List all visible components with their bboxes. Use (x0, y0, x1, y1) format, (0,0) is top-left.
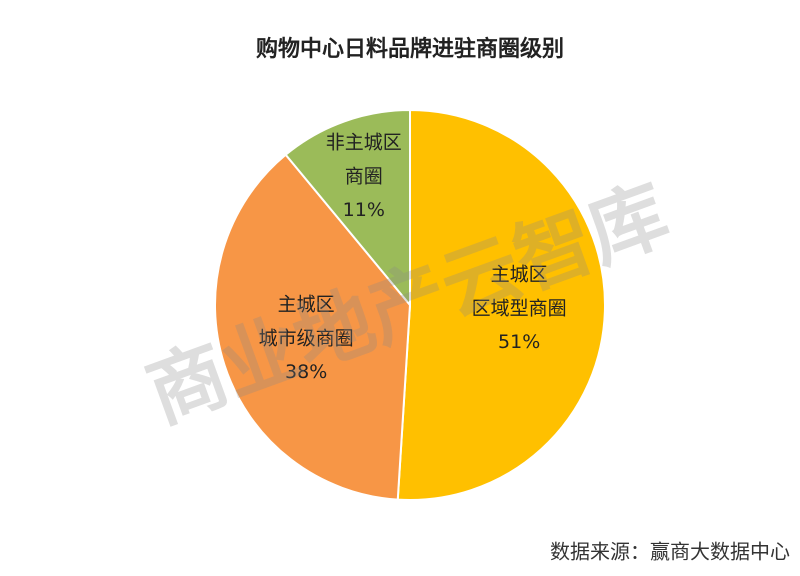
source: 数据来源：赢商大数据中心 (550, 540, 790, 564)
value-label: 11% (343, 199, 385, 221)
pie-slice (284, 108, 411, 308)
pie: 主城区区域型商圈 51% 主城区城市级商圈 38% 非主城区商圈 11% (214, 108, 606, 501)
slice-label: 主城区城市级商圈 (259, 293, 354, 349)
chart-title: 购物中心日料品牌进驻商圈级别 (256, 36, 564, 62)
value-label: 51% (498, 331, 540, 353)
slice-label: 非主城区商圈 (326, 131, 402, 187)
value-label: 38% (285, 361, 327, 383)
pie-slice (396, 108, 606, 501)
pie-slice (214, 153, 412, 501)
slice-label: 主城区区域型商圈 (472, 263, 567, 319)
